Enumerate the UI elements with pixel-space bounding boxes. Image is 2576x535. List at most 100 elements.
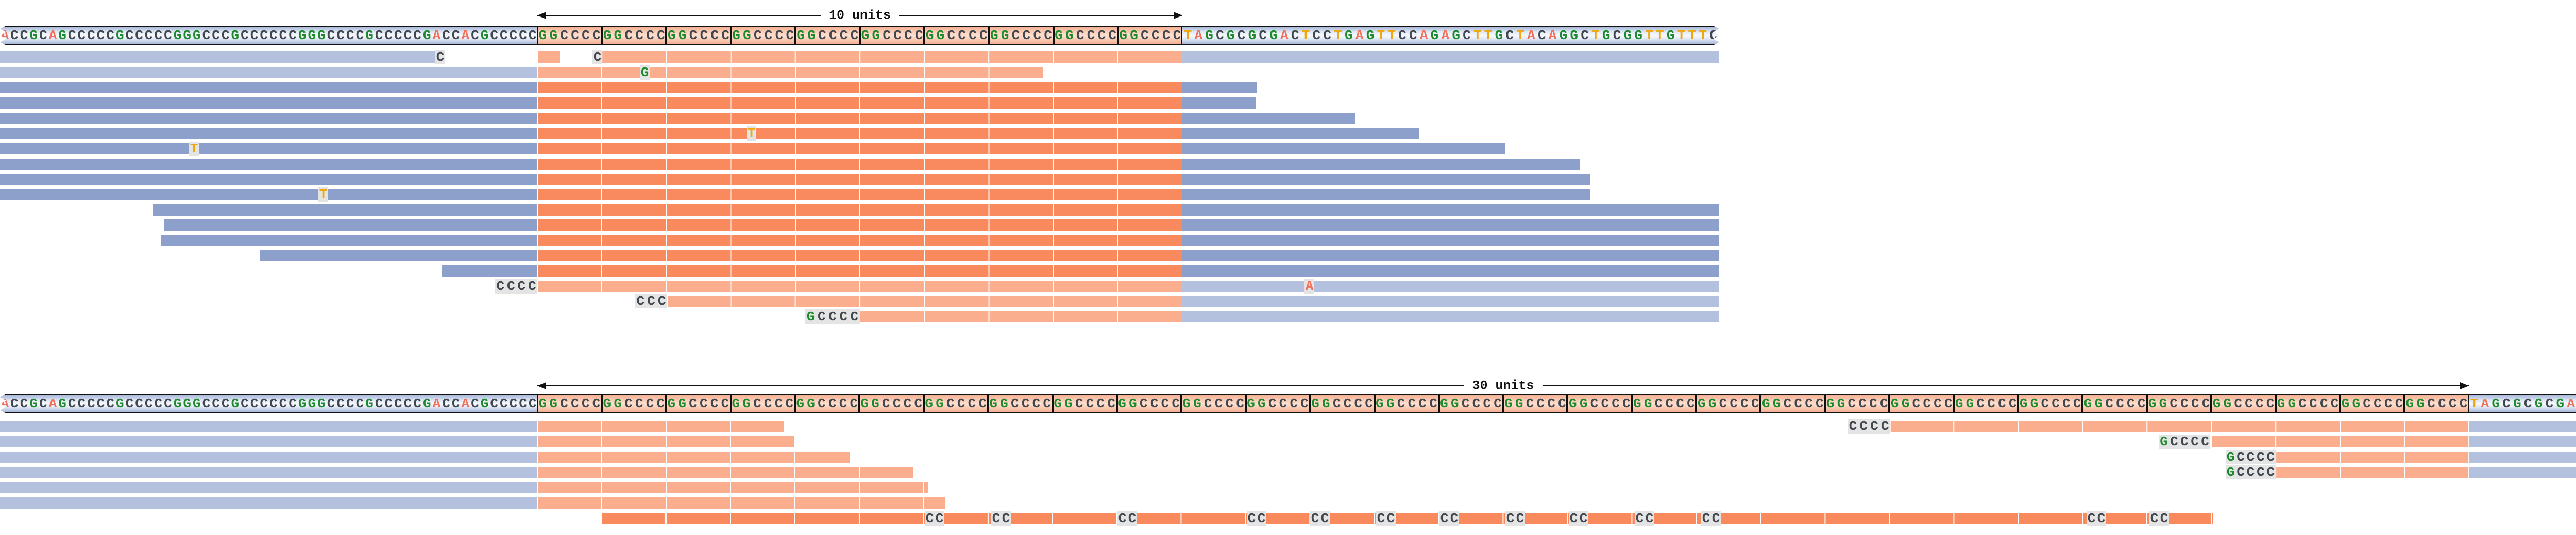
base-letter: G [480, 28, 489, 43]
read-repeat-segment [537, 219, 1182, 231]
read-flank-segment [0, 467, 537, 478]
base-letter: G [1826, 396, 1835, 411]
base-letter: C [1870, 419, 1878, 434]
base-letter: A [1548, 28, 1557, 43]
base-letter: C [1740, 396, 1749, 411]
base-letter: C [947, 28, 956, 43]
read-repeat-segment [537, 204, 1182, 216]
base-letter: T [1473, 28, 1482, 43]
base-letter: T [1677, 28, 1686, 43]
repeat-unit-box [2082, 394, 2147, 413]
repeat-unit-box [2211, 394, 2276, 413]
base-letter: G [1119, 28, 1128, 43]
base-letter: C [528, 28, 537, 43]
read-flank-segment [0, 451, 537, 463]
base-letter: G [549, 28, 558, 43]
base-letter: C [968, 396, 976, 411]
read-flank-segment [1182, 250, 1719, 262]
base-letter: C [77, 396, 86, 411]
base-letter: C [1665, 396, 1674, 411]
base-letter: G [193, 28, 201, 43]
base-letter: C [646, 396, 654, 411]
ref-right-flank [1182, 26, 1719, 45]
base-letter: G [925, 28, 934, 43]
base-letter: C [269, 396, 278, 411]
base-letter: G [936, 396, 944, 411]
repeat-unit-box [1310, 394, 1375, 413]
base-letter: G [614, 28, 622, 43]
read-repeat-segment [602, 512, 2213, 524]
base-letter: G [603, 28, 612, 43]
base-letter: A [1194, 28, 1203, 43]
mismatch-base: T [189, 141, 199, 157]
base-letter: C [1204, 396, 1212, 411]
read-flank-segment [2469, 436, 2576, 447]
base-letter: C [413, 28, 421, 43]
base-letter: C [1332, 396, 1341, 411]
base-letter: G [1065, 28, 1074, 43]
base-letter: C [2236, 449, 2245, 465]
base-letter: G [1579, 396, 1588, 411]
read-repeat-segment [537, 280, 1182, 292]
base-letter: C [1386, 510, 1395, 526]
base-letter: G [1064, 396, 1073, 411]
read-flank-segment [0, 82, 537, 94]
base-letter: C [1783, 396, 1792, 411]
base-letter: C [1505, 28, 1514, 43]
base-letter: C [1516, 510, 1524, 526]
repeat-unit-box [537, 26, 602, 45]
base-letter: G [668, 28, 676, 43]
base-letter: C [1259, 28, 1267, 43]
base-letter: C [212, 396, 220, 411]
base-letter: G [1504, 396, 1513, 411]
base-letter: C [646, 28, 654, 43]
base-letter: G [1495, 28, 1503, 43]
base-letter: C [1300, 396, 1309, 411]
base-letter: C [2170, 434, 2178, 450]
base-letter: C [592, 396, 601, 411]
base-letter: C [2073, 396, 2081, 411]
base-letter: C [1139, 396, 1148, 411]
base-letter: C [710, 396, 719, 411]
read-repeat-segment [537, 467, 913, 478]
base-letter: T [190, 141, 198, 157]
base-letter: C [125, 396, 134, 411]
base-letter: G [989, 396, 997, 411]
read-flank-segment [0, 128, 537, 140]
base-letter: C [384, 396, 393, 411]
base-letter: C [279, 28, 287, 43]
mismatch-base: G [640, 65, 650, 80]
base-letter: G [1311, 396, 1319, 411]
base-letter: C [144, 396, 153, 411]
base-letter: C [1719, 396, 1727, 411]
base-letter: C [1141, 28, 1149, 43]
base-letter: C [560, 28, 568, 43]
base-letter: C [1279, 396, 1287, 411]
base-letter: C [442, 28, 450, 43]
base-letter: C [1472, 396, 1481, 411]
base-letter: C [2427, 396, 2435, 411]
base-letter: G [1452, 28, 1460, 43]
base-letter: A [1, 28, 9, 43]
repeat-unit-box [859, 394, 924, 413]
base-letter: G [990, 28, 998, 43]
base-letter: G [732, 396, 740, 411]
base-letter: C [2191, 396, 2199, 411]
base-letter: C [39, 28, 47, 43]
base-letter: G [1055, 28, 1063, 43]
repeat-unit-box [860, 26, 924, 45]
base-letter: C [1450, 510, 1459, 526]
read-repeat-segment [537, 66, 1043, 78]
base-letter: C [2502, 396, 2511, 411]
repeat-unit-box [2018, 394, 2082, 413]
base-letter: C [519, 28, 527, 43]
